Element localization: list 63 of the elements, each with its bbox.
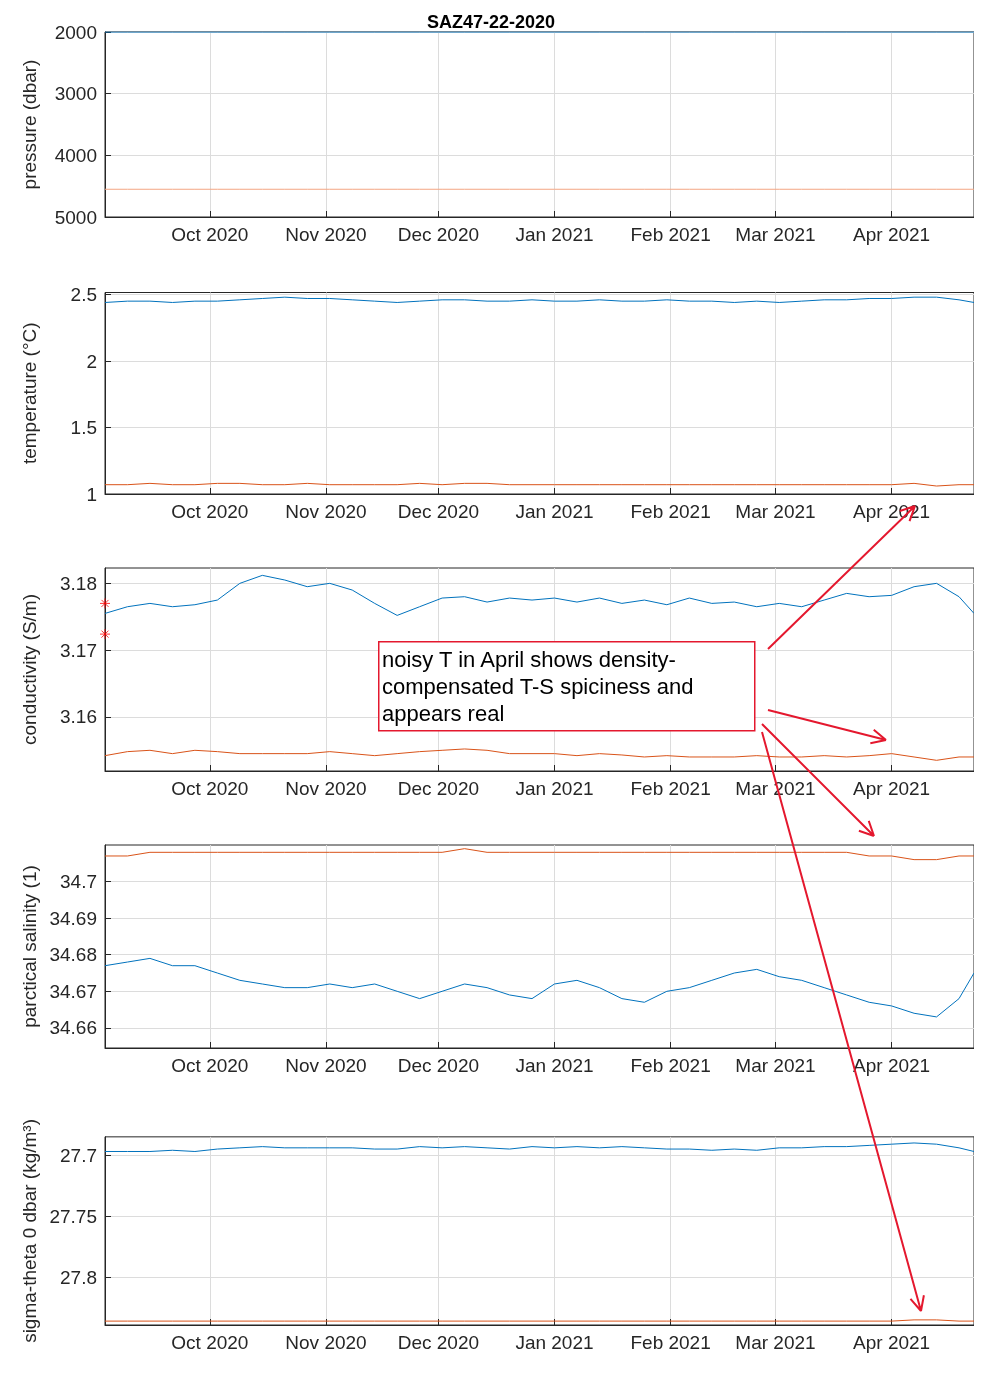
y-tick-label: 34.66 bbox=[49, 1017, 97, 1039]
x-tick-label: Apr 2021 bbox=[853, 778, 931, 799]
x-tick-label: Nov 2020 bbox=[285, 501, 367, 522]
x-tick-label: Dec 2020 bbox=[397, 778, 480, 799]
y-tick-label: 1 bbox=[86, 483, 97, 505]
y-tick-label: 34.7 bbox=[60, 871, 97, 893]
x-tick-label: Jan 2021 bbox=[515, 778, 594, 799]
y-tick-label: 4000 bbox=[54, 144, 97, 166]
line-series bbox=[104, 748, 974, 761]
y-tick-label: 27.75 bbox=[49, 1205, 97, 1227]
line-series bbox=[104, 1142, 974, 1152]
y-tick-label: 2 bbox=[86, 350, 97, 372]
x-tick-label: Dec 2020 bbox=[397, 1055, 480, 1076]
x-tick-label: Feb 2021 bbox=[630, 1055, 711, 1076]
x-tick-label: Dec 2020 bbox=[397, 501, 480, 522]
x-tick-label: Jan 2021 bbox=[515, 224, 594, 245]
x-tick-label: Mar 2021 bbox=[735, 224, 816, 245]
x-tick-label: Feb 2021 bbox=[630, 778, 711, 799]
y-tick-label: 1.5 bbox=[70, 417, 97, 438]
line-series bbox=[104, 848, 974, 861]
x-tick-label: Feb 2021 bbox=[630, 1332, 711, 1353]
x-tick-label: Jan 2021 bbox=[515, 1055, 594, 1076]
y-axis-title: conductivity (S/m) bbox=[19, 594, 40, 745]
y-axis-title: parctical salinity (1) bbox=[18, 865, 40, 1028]
y-tick-label: 27.7 bbox=[60, 1144, 97, 1166]
x-tick-label: Oct 2020 bbox=[171, 224, 249, 245]
y-tick-label: 34.69 bbox=[49, 907, 97, 929]
line-series bbox=[104, 957, 974, 1018]
y-axis-title: pressure (dbar) bbox=[19, 59, 40, 190]
x-tick-label: Oct 2020 bbox=[171, 1055, 249, 1076]
y-tick-label: 27.8 bbox=[60, 1266, 97, 1288]
x-tick-label: Feb 2021 bbox=[630, 501, 711, 522]
y-axis-title: sigma-theta 0 dbar (kg/m³) bbox=[18, 1119, 40, 1343]
y-tick-label: 2.5 bbox=[70, 284, 97, 305]
x-tick-label: Nov 2020 bbox=[285, 1332, 367, 1353]
y-tick-label: 3.18 bbox=[60, 572, 97, 594]
y-tick-label: 34.67 bbox=[49, 980, 97, 1002]
y-tick-label: 3000 bbox=[54, 83, 97, 105]
x-tick-label: Nov 2020 bbox=[285, 778, 367, 799]
x-tick-label: Jan 2021 bbox=[515, 1332, 594, 1353]
chart-title: SAZ47-22-2020 bbox=[426, 12, 556, 32]
y-tick-label: 2000 bbox=[54, 21, 97, 43]
y-tick-label: 3.17 bbox=[60, 639, 97, 661]
x-tick-label: Oct 2020 bbox=[171, 1332, 249, 1353]
x-tick-label: Dec 2020 bbox=[397, 1332, 480, 1353]
y-tick-label: 5000 bbox=[54, 206, 97, 228]
x-tick-label: Mar 2021 bbox=[735, 1332, 816, 1353]
x-tick-label: Mar 2021 bbox=[735, 1055, 816, 1076]
x-tick-label: Oct 2020 bbox=[171, 501, 249, 522]
x-tick-label: Oct 2020 bbox=[171, 778, 249, 799]
x-tick-label: Nov 2020 bbox=[285, 224, 367, 245]
x-tick-label: Nov 2020 bbox=[285, 1055, 367, 1076]
x-tick-label: Jan 2021 bbox=[515, 501, 594, 522]
x-tick-label: Mar 2021 bbox=[735, 501, 816, 522]
x-tick-label: Apr 2021 bbox=[853, 1332, 931, 1353]
line-series bbox=[104, 574, 974, 616]
y-axis-title: temperature (°C) bbox=[19, 322, 40, 465]
y-tick-label: 3.16 bbox=[60, 706, 97, 728]
x-tick-label: Feb 2021 bbox=[630, 224, 711, 245]
x-tick-label: Dec 2020 bbox=[397, 224, 480, 245]
x-tick-label: Apr 2021 bbox=[853, 224, 931, 245]
annotation: noisy T in April shows density- compensated T-S spiciness and appears real bbox=[382, 647, 694, 726]
y-tick-label: 34.68 bbox=[49, 944, 97, 966]
